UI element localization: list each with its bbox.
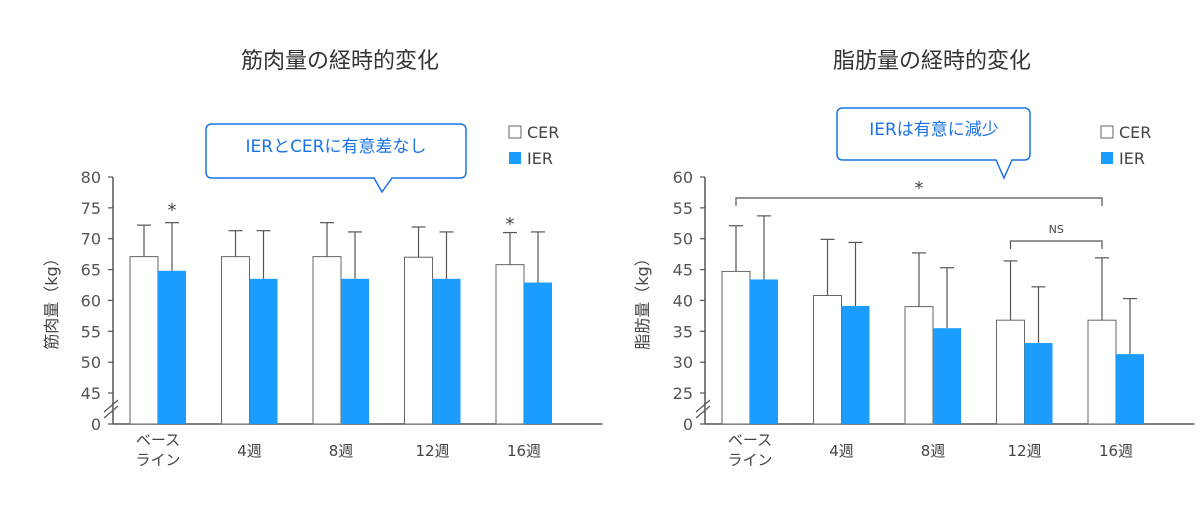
y-tick-label: 0 (91, 415, 101, 434)
y-tick-label: 50 (81, 353, 101, 372)
legend-label-ier: IER (1119, 149, 1145, 168)
axis-break-mark (103, 399, 119, 413)
x-tick-label: ベース (728, 431, 772, 449)
bar-cer (404, 256, 433, 425)
chart-title: 筋肉量の経時的変化 (241, 49, 439, 74)
bar-cer (1087, 319, 1117, 425)
x-tick-label: 16週 (1099, 442, 1133, 460)
legend-swatch-ier (509, 152, 521, 164)
axis-break-mark (103, 405, 119, 419)
significance-mark: * (915, 178, 924, 199)
bar-ier (1024, 343, 1053, 424)
y-axis-label: 筋肉量（kg） (42, 250, 61, 349)
legend-label-ier: IER (527, 149, 553, 168)
legend-swatch-cer (1100, 125, 1114, 139)
chart-fat-mass: 脂肪量の経時的変化 脂肪量（kg） IERは有意に減少 CER IER 0 25 3… (633, 49, 1195, 469)
ns-label: NS (1049, 223, 1064, 236)
x-tick-label: 16週 (507, 442, 541, 460)
y-tick-label: 70 (81, 230, 101, 249)
y-tick-label: 45 (81, 384, 101, 403)
bar-cer (996, 319, 1025, 425)
y-tick-label: 55 (673, 199, 693, 218)
y-tick-label: 30 (673, 353, 693, 372)
bar-cer (495, 264, 525, 425)
x-tick-label: 4週 (829, 442, 854, 460)
legend-swatch-ier (1101, 152, 1113, 164)
bar-ier (249, 278, 278, 424)
bar-cer (904, 306, 934, 425)
y-tick-label: 45 (673, 261, 693, 280)
significance-mark: * (506, 214, 515, 235)
x-tick-label: 8週 (921, 442, 946, 460)
chart-muscle-mass: 筋肉量の経時的変化 筋肉量（kg） IERとCERに有意差なし CER IER … (42, 49, 603, 469)
significance-bracket (735, 197, 1103, 206)
bar-ier (341, 278, 369, 424)
y-tick-label: 60 (673, 168, 693, 187)
bar-ier (158, 270, 186, 424)
x-tick-label: 12週 (415, 442, 449, 460)
x-tick-label: 4週 (237, 442, 262, 460)
y-tick-label: 55 (81, 322, 101, 341)
significance-mark: * (168, 200, 177, 221)
y-tick-label: 50 (673, 230, 693, 249)
bar-cer (129, 256, 159, 425)
bar-ier (750, 279, 778, 424)
y-tick-label: 65 (81, 261, 101, 280)
y-tick-label: 75 (81, 199, 101, 218)
callout-text: IERとCERに有意差なし (246, 137, 427, 157)
y-axis-label: 脂肪量（kg） (633, 250, 652, 349)
bar-cer (312, 256, 342, 425)
legend-swatch-cer (508, 125, 522, 139)
legend-label-cer: CER (1119, 123, 1151, 142)
y-tick-label: 40 (673, 291, 693, 310)
bar-cer (813, 294, 842, 425)
bar-cer (221, 256, 250, 425)
y-tick-label: 25 (673, 384, 693, 403)
x-tick-label: ベース (136, 431, 180, 449)
legend: CER IER (1100, 123, 1151, 168)
y-tick-label: 0 (683, 415, 693, 434)
chart-title: 脂肪量の経時的変化 (833, 49, 1031, 74)
bar-ier (841, 305, 870, 424)
ns-bracket (1009, 240, 1103, 249)
callout-box: IERとCERに有意差なし (205, 123, 467, 194)
legend-label-cer: CER (527, 123, 559, 142)
x-tick-label: 8週 (329, 442, 354, 460)
axis-break-mark (695, 405, 711, 419)
bar-ier (524, 282, 552, 424)
y-tick-label: 80 (81, 168, 101, 187)
legend: CER IER (508, 123, 559, 168)
y-tick-label: 60 (81, 291, 101, 310)
bar-ier (1116, 354, 1144, 424)
bar-cer (721, 270, 751, 425)
y-tick-label: 35 (673, 322, 693, 341)
x-tick-label: 12週 (1007, 442, 1041, 460)
bar-ier (432, 278, 461, 424)
x-tick-label: ライン (727, 451, 772, 469)
callout-box: IERは有意に減少 (836, 107, 1031, 180)
axis-break-mark (695, 399, 711, 413)
x-tick-label: ライン (135, 451, 180, 469)
callout-text: IERは有意に減少 (869, 120, 999, 140)
bar-ier (933, 328, 961, 424)
